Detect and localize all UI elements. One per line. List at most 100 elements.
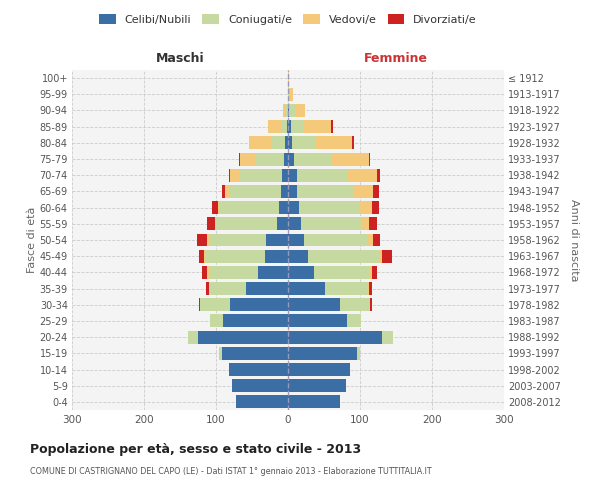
Bar xyxy=(292,136,314,149)
Bar xyxy=(208,234,209,246)
Bar xyxy=(288,136,292,149)
Bar xyxy=(308,250,379,262)
Bar xyxy=(360,201,371,214)
Bar xyxy=(286,104,288,117)
Bar xyxy=(288,185,296,198)
Bar xyxy=(347,314,361,328)
Bar xyxy=(200,298,230,311)
Bar xyxy=(266,234,288,246)
Bar xyxy=(288,169,296,181)
Bar xyxy=(232,379,288,392)
Bar xyxy=(367,282,368,295)
Bar xyxy=(362,218,370,230)
Bar xyxy=(288,152,294,166)
Bar xyxy=(230,298,288,311)
Bar xyxy=(284,152,288,166)
Bar xyxy=(223,314,288,328)
Bar xyxy=(304,234,367,246)
Bar xyxy=(208,266,209,279)
Bar xyxy=(268,120,281,133)
Bar xyxy=(206,282,209,295)
Bar xyxy=(331,152,368,166)
Bar xyxy=(218,201,220,214)
Bar xyxy=(202,266,208,279)
Bar xyxy=(295,104,305,117)
Bar xyxy=(296,185,353,198)
Bar xyxy=(325,282,367,295)
Bar xyxy=(288,72,289,85)
Bar xyxy=(382,330,393,344)
Bar xyxy=(296,169,347,181)
Bar xyxy=(347,169,377,181)
Bar xyxy=(188,330,198,344)
Bar xyxy=(289,88,293,101)
Bar xyxy=(205,250,206,262)
Bar xyxy=(353,185,373,198)
Bar xyxy=(206,250,265,262)
Bar xyxy=(281,185,288,198)
Bar xyxy=(288,379,346,392)
Bar xyxy=(304,120,331,133)
Text: Popolazione per età, sesso e stato civile - 2013: Popolazione per età, sesso e stato civil… xyxy=(30,442,361,456)
Bar xyxy=(241,169,282,181)
Bar xyxy=(352,136,353,149)
Bar xyxy=(236,396,288,408)
Bar xyxy=(288,104,289,117)
Bar xyxy=(370,218,377,230)
Bar xyxy=(371,201,379,214)
Bar xyxy=(288,120,291,133)
Bar xyxy=(215,218,216,230)
Bar xyxy=(222,185,224,198)
Bar xyxy=(212,201,218,214)
Bar xyxy=(280,201,288,214)
Bar xyxy=(368,282,371,295)
Bar xyxy=(197,234,208,246)
Bar xyxy=(283,104,286,117)
Bar xyxy=(209,266,258,279)
Bar xyxy=(246,282,288,295)
Bar xyxy=(222,347,288,360)
Bar xyxy=(382,250,392,262)
Bar xyxy=(377,169,380,181)
Bar xyxy=(371,266,377,279)
Bar xyxy=(288,234,304,246)
Bar xyxy=(331,120,332,133)
Bar xyxy=(219,347,222,360)
Bar xyxy=(288,363,350,376)
Text: Femmine: Femmine xyxy=(364,52,428,65)
Bar xyxy=(340,298,370,311)
Bar xyxy=(285,136,288,149)
Bar xyxy=(216,218,277,230)
Bar xyxy=(314,266,370,279)
Text: COMUNE DI CASTRIGNANO DEL CAPO (LE) - Dati ISTAT 1° gennaio 2013 - Elaborazione : COMUNE DI CASTRIGNANO DEL CAPO (LE) - Da… xyxy=(30,468,431,476)
Bar xyxy=(368,152,370,166)
Bar xyxy=(373,234,380,246)
Legend: Celibi/Nubili, Coniugati/e, Vedovi/e, Divorziati/e: Celibi/Nubili, Coniugati/e, Vedovi/e, Di… xyxy=(96,10,480,28)
Bar xyxy=(288,298,340,311)
Bar xyxy=(314,136,352,149)
Bar xyxy=(288,314,347,328)
Y-axis label: Anni di nascita: Anni di nascita xyxy=(569,198,580,281)
Bar xyxy=(265,250,288,262)
Bar xyxy=(294,152,331,166)
Bar xyxy=(249,136,272,149)
Bar xyxy=(288,347,357,360)
Bar xyxy=(288,88,289,101)
Bar xyxy=(209,234,266,246)
Y-axis label: Fasce di età: Fasce di età xyxy=(26,207,37,273)
Bar xyxy=(208,218,215,230)
Bar xyxy=(229,363,288,376)
Bar xyxy=(288,218,301,230)
Bar xyxy=(373,185,379,198)
Bar xyxy=(241,152,256,166)
Bar xyxy=(379,250,382,262)
Bar xyxy=(299,201,360,214)
Bar xyxy=(230,169,241,181)
Bar xyxy=(256,152,284,166)
Bar xyxy=(288,250,308,262)
Bar xyxy=(282,169,288,181)
Bar xyxy=(288,201,299,214)
Bar xyxy=(289,104,295,117)
Bar xyxy=(288,330,382,344)
Bar xyxy=(288,282,325,295)
